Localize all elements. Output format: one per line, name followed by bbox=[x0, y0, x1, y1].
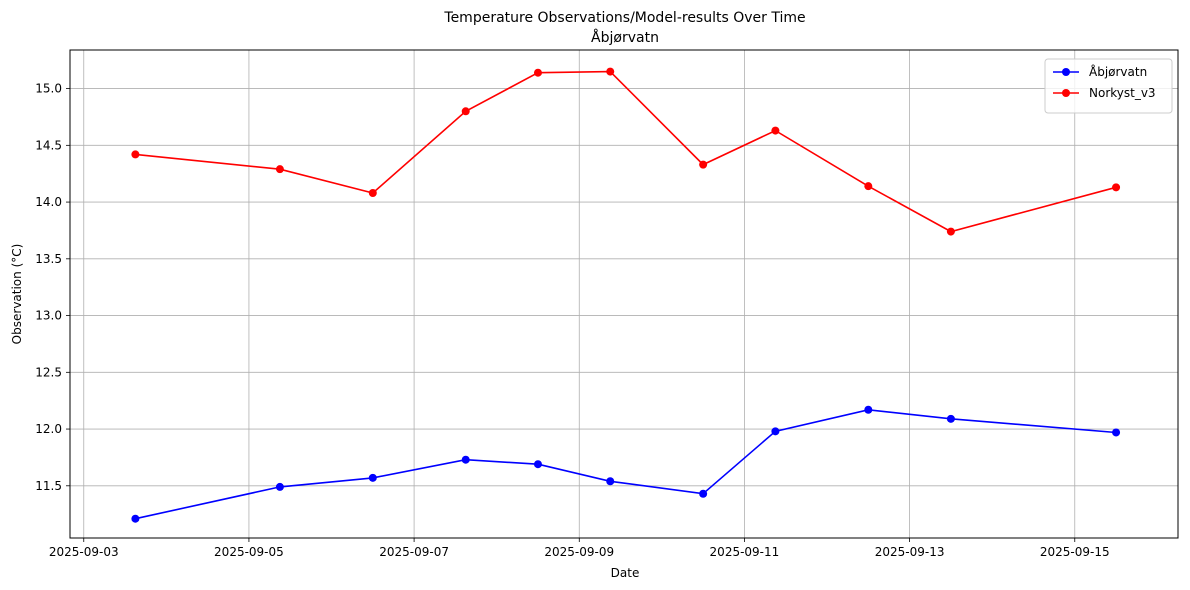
legend-label: Norkyst_v3 bbox=[1089, 86, 1156, 100]
x-tick-label: 2025-09-13 bbox=[875, 545, 945, 559]
legend: Åbjørvatn Norkyst_v3 bbox=[1044, 58, 1173, 114]
data-point bbox=[533, 68, 542, 77]
data-point bbox=[275, 482, 284, 491]
chart-title: Temperature Observations/Model-results O… bbox=[443, 10, 805, 26]
x-tick-label: 2025-09-07 bbox=[379, 545, 449, 559]
data-point bbox=[771, 427, 780, 436]
y-tick-label: 12.0 bbox=[35, 422, 62, 436]
y-tick-label: 13.5 bbox=[35, 252, 62, 266]
data-point bbox=[368, 188, 377, 197]
data-point bbox=[131, 514, 140, 523]
data-point bbox=[606, 477, 615, 486]
y-tick-label: 13.0 bbox=[35, 309, 62, 323]
x-axis: 2025-09-03 2025-09-05 2025-09-07 2025-09-09… bbox=[49, 538, 1110, 559]
data-point bbox=[699, 160, 708, 169]
data-point bbox=[864, 405, 873, 414]
data-point bbox=[131, 150, 140, 159]
data-point bbox=[606, 67, 615, 76]
x-tick-label: 2025-09-03 bbox=[49, 545, 119, 559]
legend-swatch-marker bbox=[1062, 68, 1070, 76]
chart-subtitle: Åbjørvatn bbox=[591, 29, 659, 46]
legend-swatch-marker bbox=[1062, 89, 1070, 97]
data-point bbox=[461, 455, 470, 464]
data-point bbox=[533, 460, 542, 469]
data-point bbox=[461, 107, 470, 116]
data-point bbox=[946, 414, 955, 423]
plot-frame bbox=[69, 49, 1179, 539]
data-point bbox=[1112, 428, 1121, 437]
x-tick-label: 2025-09-15 bbox=[1040, 545, 1110, 559]
data-point bbox=[699, 489, 708, 498]
legend-label: Åbjørvatn bbox=[1089, 64, 1147, 79]
data-point bbox=[771, 126, 780, 135]
data-point bbox=[946, 227, 955, 236]
x-tick-label: 2025-09-09 bbox=[544, 545, 614, 559]
y-tick-label: 14.0 bbox=[35, 195, 62, 209]
grid-lines bbox=[70, 50, 1178, 538]
data-point bbox=[368, 473, 377, 482]
x-tick-label: 2025-09-05 bbox=[214, 545, 284, 559]
y-tick-label: 11.5 bbox=[35, 479, 62, 493]
data-point bbox=[1112, 183, 1121, 192]
x-axis-title: Date bbox=[611, 566, 640, 580]
y-tick-label: 14.5 bbox=[35, 138, 62, 152]
y-tick-label: 12.5 bbox=[35, 365, 62, 379]
y-axis: 11.5 12.0 12.5 13.0 13.5 14.0 14.5 15.0 bbox=[35, 82, 70, 493]
y-tick-label: 15.0 bbox=[35, 82, 62, 96]
data-point bbox=[864, 182, 873, 191]
series-group bbox=[131, 67, 1121, 523]
data-point bbox=[275, 165, 284, 174]
x-tick-label: 2025-09-11 bbox=[710, 545, 780, 559]
y-axis-title: Observation (°C) bbox=[10, 244, 24, 345]
